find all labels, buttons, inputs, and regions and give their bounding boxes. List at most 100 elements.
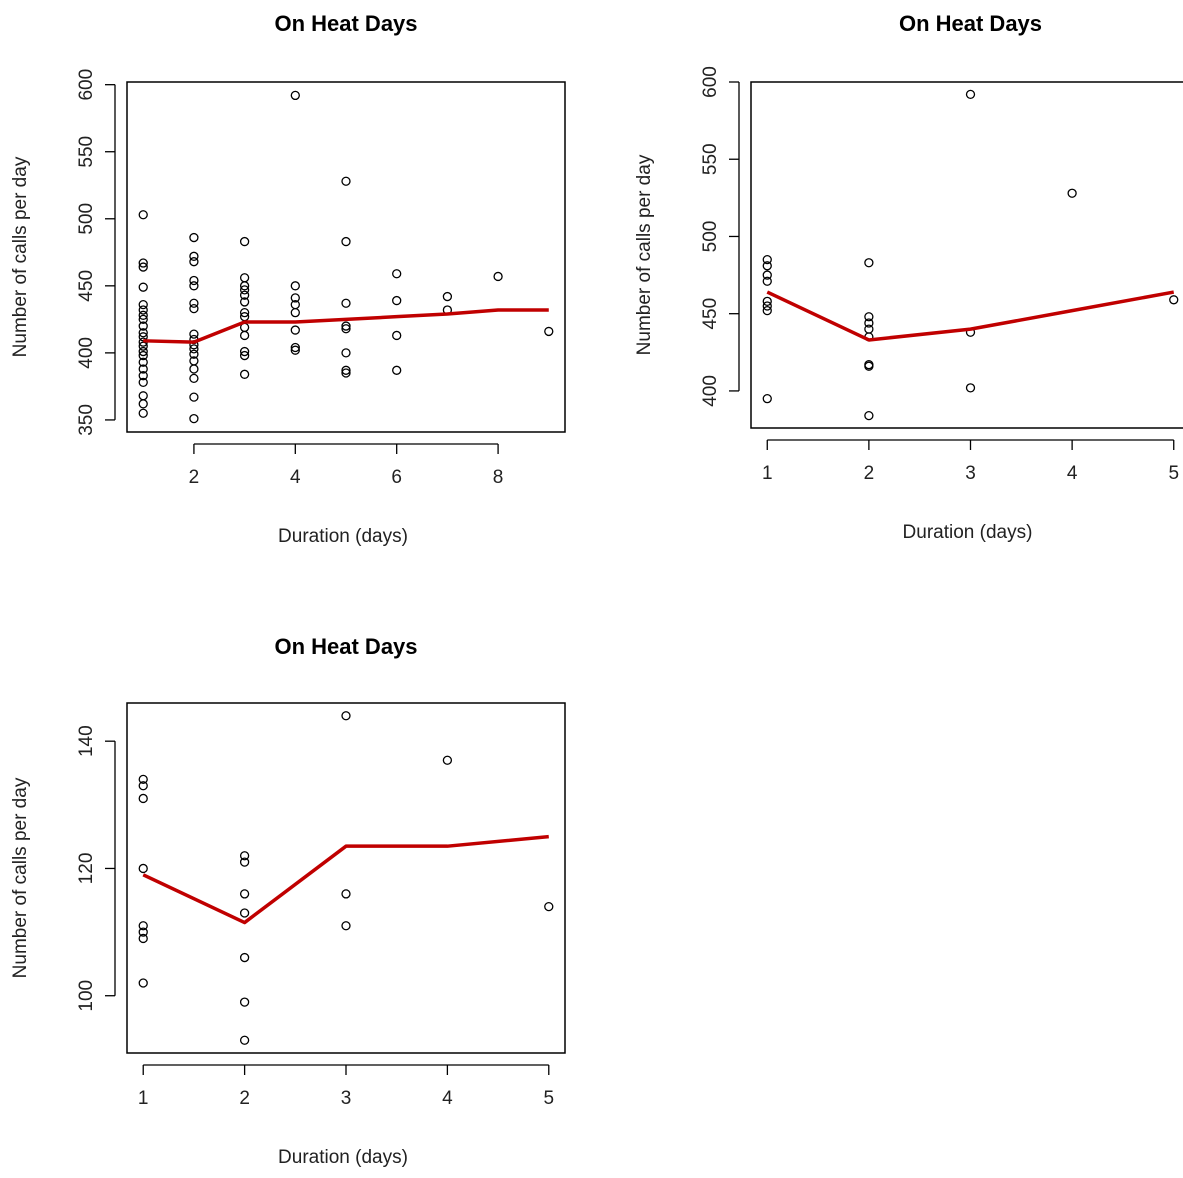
point [442, 755, 453, 765]
trend-line [142, 834, 549, 925]
point [239, 997, 250, 1007]
point [762, 276, 772, 286]
point [341, 711, 351, 721]
point [290, 342, 300, 353]
point [138, 262, 148, 272]
y-tick-label: 500 [700, 221, 721, 253]
y-tick-label: 550 [76, 136, 97, 168]
point [189, 303, 199, 314]
point [138, 299, 148, 310]
plot-box [126, 81, 566, 433]
x-tick-label: 5 [543, 1088, 554, 1109]
point [392, 269, 402, 279]
trend-line [766, 290, 1175, 342]
point [341, 889, 351, 899]
point [493, 271, 503, 282]
point [762, 270, 772, 280]
x-tick-label: 2 [189, 467, 200, 488]
y-tick-label: 350 [76, 404, 97, 436]
point [290, 293, 300, 303]
point [189, 413, 199, 424]
point [442, 291, 453, 302]
point [239, 330, 250, 341]
point [138, 364, 148, 374]
point [290, 345, 300, 355]
x-tick-label: 1 [138, 1088, 149, 1109]
point [1067, 188, 1077, 198]
point [762, 394, 772, 404]
point [189, 329, 199, 339]
x-tick-label: 3 [965, 463, 976, 484]
point [189, 275, 199, 286]
point [864, 361, 874, 371]
point [290, 325, 300, 335]
point [138, 346, 148, 357]
x-axis-label: Duration (days) [278, 1147, 408, 1168]
point [138, 927, 148, 937]
point [239, 350, 250, 361]
point [341, 236, 351, 247]
x-tick-label: 3 [341, 1088, 352, 1109]
point [341, 921, 351, 931]
point [239, 297, 250, 307]
x-axis-label: Duration (days) [903, 522, 1033, 543]
point [392, 330, 402, 341]
point [544, 326, 554, 337]
point [138, 321, 148, 331]
y-axis-label: Number of calls per day [10, 777, 31, 978]
point [239, 285, 250, 295]
x-tick-label: 5 [1168, 463, 1179, 484]
y-tick-label: 120 [76, 853, 97, 885]
y-tick-label: 100 [76, 980, 97, 1012]
point [189, 257, 199, 267]
point [544, 901, 554, 912]
point [965, 383, 976, 393]
point [138, 210, 148, 220]
trend-line [143, 308, 549, 344]
point [341, 348, 351, 358]
point [239, 952, 250, 963]
point [290, 90, 300, 101]
x-tick-label: 4 [1067, 463, 1078, 484]
point [864, 410, 874, 421]
y-tick-label: 450 [700, 298, 721, 330]
point [239, 273, 250, 283]
point [189, 344, 199, 354]
point [138, 978, 148, 988]
point [138, 793, 148, 804]
point [239, 290, 250, 300]
x-axis-label: Duration (days) [278, 526, 408, 547]
point [864, 318, 874, 328]
point [189, 251, 199, 261]
plot-box [126, 702, 566, 1054]
point [138, 933, 148, 944]
point [138, 282, 148, 292]
point [189, 373, 199, 384]
point [138, 314, 148, 325]
point [138, 310, 148, 320]
y-axis-label: Number of calls per day [634, 154, 655, 355]
x-tick-label: 1 [762, 463, 773, 484]
point [138, 357, 148, 367]
y-tick-label: 500 [76, 203, 97, 235]
point [138, 305, 148, 315]
point [239, 308, 250, 318]
point [239, 851, 250, 861]
point [1169, 295, 1179, 305]
point [762, 301, 772, 311]
point [392, 295, 402, 306]
point [138, 774, 148, 785]
plot-box [750, 81, 1183, 429]
point [239, 236, 250, 247]
chart-title: On Heat Days [899, 11, 1042, 36]
point [138, 350, 148, 361]
point [341, 176, 351, 186]
y-tick-label: 600 [76, 69, 97, 101]
point [239, 346, 250, 357]
y-tick-label: 550 [700, 143, 721, 175]
y-axis-label: Number of calls per day [10, 156, 31, 357]
point [138, 408, 148, 418]
point [189, 364, 199, 374]
point [138, 781, 148, 791]
point [239, 857, 250, 867]
